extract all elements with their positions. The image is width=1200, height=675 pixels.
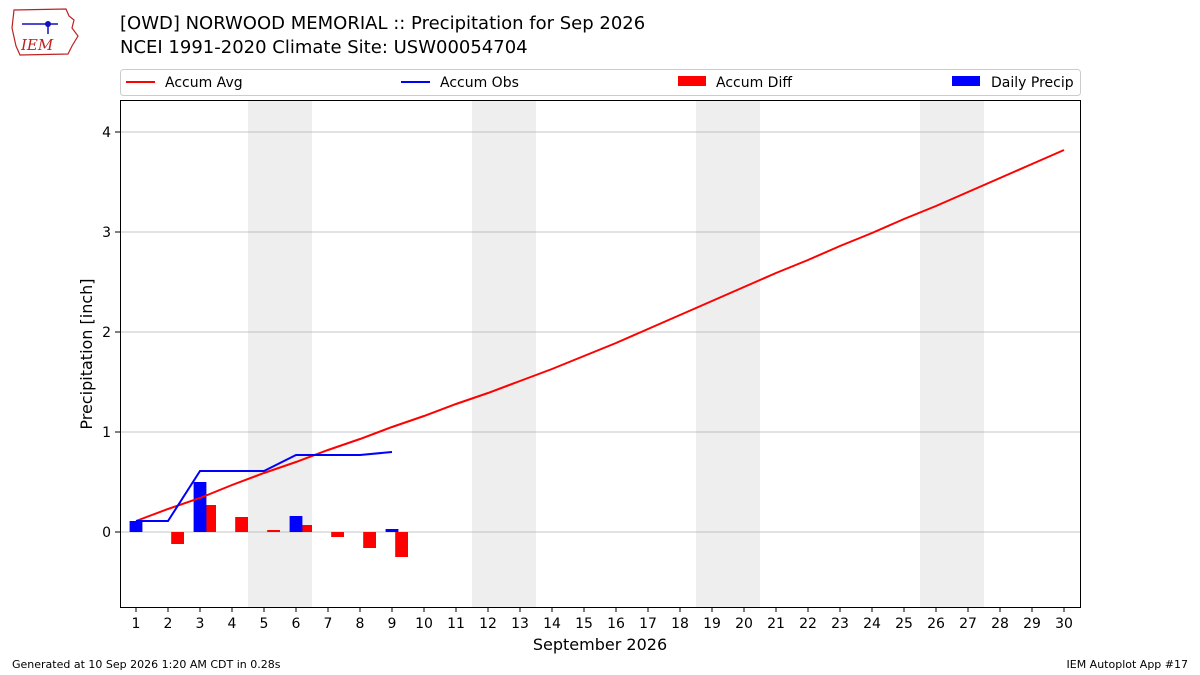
x-tick-label: 14 [543,616,561,632]
y-axis-label: Precipitation [inch] [77,278,96,429]
x-tick-label: 18 [671,616,689,632]
daily-precip-bar [385,529,399,532]
accum-diff-bar [267,530,280,532]
accum-diff-bar [299,525,312,532]
x-tick-label: 6 [292,616,301,632]
legend-box [120,69,1081,96]
legend-label: Daily Precip [991,75,1074,91]
footer-generated: Generated at 10 Sep 2026 1:20 AM CDT in … [12,658,281,671]
x-tick-label: 23 [831,616,849,632]
x-tick-label: 11 [447,616,465,632]
weekend-band [696,100,760,607]
plot-frame [120,100,1081,608]
x-tick-label: 3 [196,616,205,632]
x-tick-label: 21 [767,616,785,632]
x-tick-label: 10 [415,616,433,632]
y-tick-label: 2 [102,325,111,341]
x-tick-label: 8 [356,616,365,632]
x-tick-label: 22 [799,616,817,632]
accum-diff-bar [331,532,344,537]
weekend-band [472,100,536,607]
x-tick-label: 20 [735,616,753,632]
x-tick-label: 19 [703,616,721,632]
footer-app: IEM Autoplot App #17 [1066,658,1189,671]
legend: Accum Avg Accum Obs Accum Diff Daily Precip [120,69,1081,96]
x-tick-label: 28 [991,616,1009,632]
x-tick-label: 24 [863,616,881,632]
x-tick-label: 2 [164,616,173,632]
accum-diff-bar [363,532,376,548]
chart-title: [OWD] NORWOOD MEMORIAL :: Precipitation … [120,13,646,34]
x-tick-label: 5 [260,616,269,632]
daily-precip-bar [289,516,303,532]
y-tick-label: 4 [102,125,111,141]
x-tick-label: 12 [479,616,497,632]
x-tick-label: 7 [324,616,333,632]
accum-avg-line [135,149,1065,522]
daily-precip-bar [193,482,207,532]
x-tick-label: 27 [959,616,977,632]
daily-precip-bar [129,521,143,532]
accum-diff-bar [171,532,184,544]
x-tick-label: 9 [388,616,397,632]
legend-swatch [678,76,706,86]
y-tick-label: 0 [102,525,111,541]
accum-diff-bar [395,532,408,557]
x-tick-label: 15 [575,616,593,632]
y-tick-label: 3 [102,225,111,241]
legend-label: Accum Avg [165,75,243,91]
x-tick-label: 17 [639,616,657,632]
x-tick-label: 16 [607,616,625,632]
x-tick-label: 26 [927,616,945,632]
legend-label: Accum Diff [716,75,792,91]
y-tick-label: 1 [102,425,111,441]
x-tick-label: 25 [895,616,913,632]
x-axis-label: September 2026 [533,635,667,654]
x-tick-label: 4 [228,616,237,632]
accum-diff-bar [235,517,248,532]
accum-obs-line [136,451,393,522]
x-tick-label: 30 [1055,616,1073,632]
x-tick-label: 1 [132,616,141,632]
iem-logo: IEM [11,8,79,56]
x-tick-label: 29 [1023,616,1041,632]
legend-label: Accum Obs [440,75,519,91]
logo-text: IEM [20,36,54,54]
chart-subtitle: NCEI 1991-2020 Climate Site: USW00054704 [120,37,528,58]
legend-swatch [952,76,980,86]
x-tick-label: 13 [511,616,529,632]
weekend-band [920,100,984,607]
